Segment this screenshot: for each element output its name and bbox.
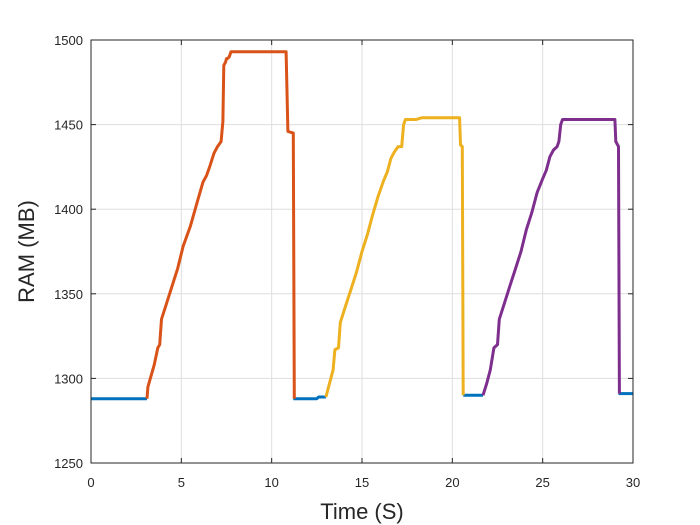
series-1-line	[293, 395, 326, 401]
x-tick-label: 20	[445, 475, 459, 490]
y-tick-label: 1400	[54, 202, 83, 217]
x-tick-label: 25	[535, 475, 549, 490]
x-tick-label: 15	[355, 475, 369, 490]
x-axis-label: Time (S)	[320, 499, 404, 524]
x-tick-label: 10	[264, 475, 278, 490]
axis-ticks: 0 5 10 15 20 25 30 1250 1300 1350 1400 1450 1500	[54, 33, 640, 490]
y-axis-label: RAM (MB)	[14, 200, 39, 303]
x-tick-label: 0	[87, 475, 94, 490]
series-4-line	[481, 118, 621, 396]
y-tick-label: 1250	[54, 456, 83, 471]
y-tick-label: 1450	[54, 118, 83, 133]
y-tick-label: 1500	[54, 33, 83, 48]
y-tick-label: 1350	[54, 287, 83, 302]
y-tick-label: 1300	[54, 371, 83, 386]
series-lines	[91, 50, 633, 401]
x-tick-label: 5	[178, 475, 185, 490]
x-tick-label: 30	[626, 475, 640, 490]
series-3-line	[324, 116, 465, 398]
series-2-line	[145, 50, 296, 399]
